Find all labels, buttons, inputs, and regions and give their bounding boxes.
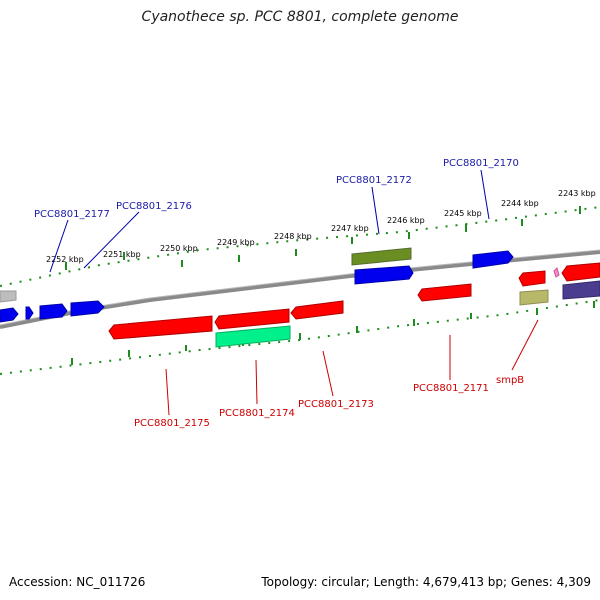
scale-label: 2248 kbp [274, 232, 312, 241]
gene-arrow[interactable] [355, 266, 413, 284]
gene-arrow[interactable] [71, 301, 104, 316]
scale-label: 2246 kbp [387, 216, 425, 225]
gene-arrow[interactable] [352, 248, 411, 265]
gene-label[interactable]: PCC8801_2170 [443, 158, 519, 169]
gene-label[interactable]: PCC8801_2172 [336, 175, 412, 186]
scale-label: 2249 kbp [217, 238, 255, 247]
scale-label: 2250 kbp [160, 244, 198, 253]
gene-label[interactable]: PCC8801_2176 [116, 201, 192, 212]
gene-arrow[interactable] [40, 304, 67, 319]
gene-arrow[interactable] [473, 251, 513, 268]
gene-arrow[interactable] [0, 291, 16, 302]
gene-arrow[interactable] [563, 281, 600, 299]
gene-arrow[interactable] [562, 263, 600, 281]
gene-arrow[interactable] [0, 308, 18, 322]
scale-label: 2252 kbp [46, 255, 84, 264]
gene-arrow[interactable] [291, 301, 343, 319]
gene-label[interactable]: PCC8801_2174 [219, 408, 295, 419]
gene-label[interactable]: PCC8801_2175 [134, 418, 210, 429]
gene-label[interactable]: smpB [496, 375, 524, 386]
gene-label[interactable]: PCC8801_2177 [34, 209, 110, 220]
gene-arrow[interactable] [520, 290, 548, 305]
gene-arrow[interactable] [216, 326, 290, 347]
accession-text: Accession: NC_011726 [9, 575, 145, 589]
gene-arrow[interactable] [26, 307, 33, 319]
genome-map: 2252 kbp 2251 kbp 2250 kbp 2249 kbp 2248… [0, 0, 600, 600]
scale-label: 2251 kbp [103, 250, 141, 259]
gene-arrow[interactable] [215, 309, 289, 329]
scale-label: 2247 kbp [331, 224, 369, 233]
gene-arrow[interactable] [554, 268, 559, 277]
gene-label[interactable]: PCC8801_2173 [298, 399, 374, 410]
gene-arrow[interactable] [519, 271, 545, 286]
gene-label[interactable]: PCC8801_2171 [413, 383, 489, 394]
gene-arrow[interactable] [109, 316, 212, 339]
reverse-labels: PCC8801_2175 PCC8801_2174 PCC8801_2173 P… [134, 375, 524, 429]
genome-summary: Topology: circular; Length: 4,679,413 bp… [261, 575, 591, 589]
gene-arrow[interactable] [418, 284, 471, 301]
scale-label: 2243 kbp [558, 189, 596, 198]
scale-label: 2245 kbp [444, 209, 482, 218]
scale-label: 2244 kbp [501, 199, 539, 208]
